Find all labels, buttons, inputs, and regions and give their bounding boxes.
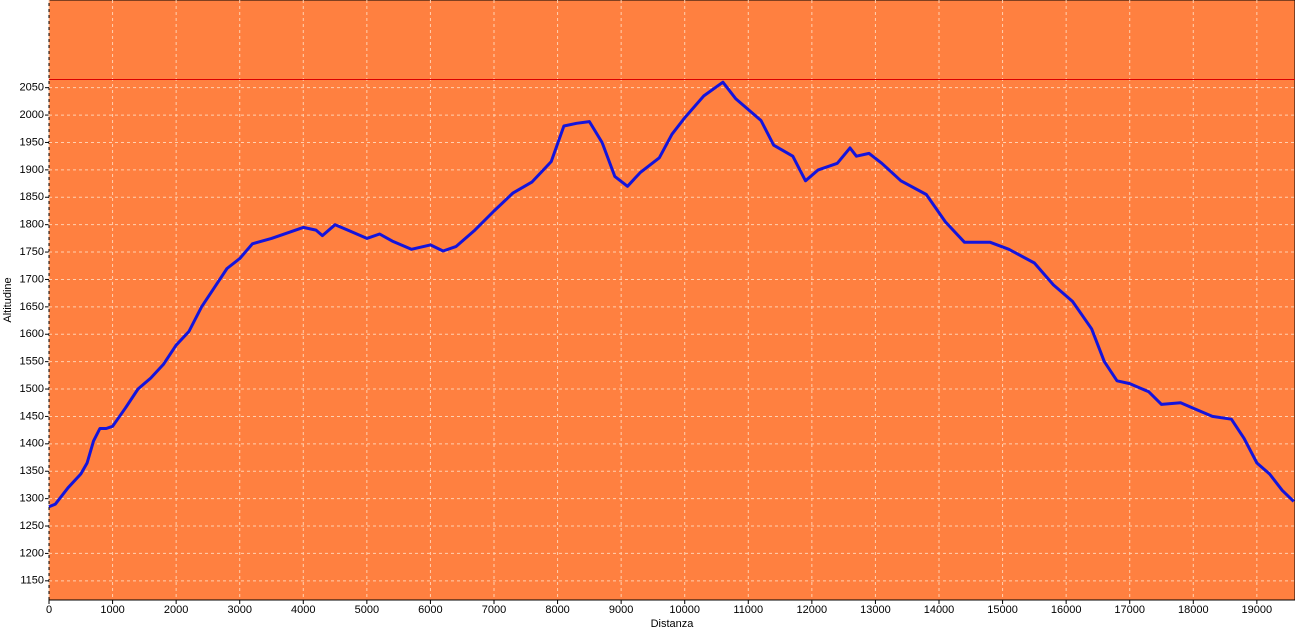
y-tick-label: 2050 bbox=[20, 82, 44, 94]
y-tick-label: 1650 bbox=[20, 301, 44, 313]
x-tick-label: 10000 bbox=[669, 604, 700, 616]
x-tick-label: 7000 bbox=[482, 604, 506, 616]
x-tick-label: 13000 bbox=[860, 604, 891, 616]
y-tick-label: 1750 bbox=[20, 246, 44, 258]
y-tick-label: 1800 bbox=[20, 219, 44, 231]
y-tick-label: 1500 bbox=[20, 383, 44, 395]
x-tick-label: 14000 bbox=[924, 604, 955, 616]
x-tick-label: 6000 bbox=[418, 604, 442, 616]
y-tick-label: 1300 bbox=[20, 493, 44, 505]
y-axis-label: Altitudine bbox=[2, 277, 14, 322]
x-tick-label: 8000 bbox=[545, 604, 569, 616]
y-tick-label: 1600 bbox=[20, 328, 44, 340]
x-tick-label: 18000 bbox=[1178, 604, 1209, 616]
x-tick-label: 2000 bbox=[164, 604, 188, 616]
x-tick-label: 12000 bbox=[797, 604, 828, 616]
y-tick-label: 1550 bbox=[20, 356, 44, 368]
x-tick-label: 15000 bbox=[987, 604, 1018, 616]
y-tick-label: 2000 bbox=[20, 109, 44, 121]
x-tick-label: 11000 bbox=[733, 604, 763, 616]
y-tick-label: 1200 bbox=[20, 547, 44, 559]
plot-area bbox=[48, 0, 1295, 601]
x-tick-label: 9000 bbox=[609, 604, 633, 616]
y-tick-label: 1150 bbox=[20, 575, 44, 587]
y-tick-label: 1450 bbox=[20, 410, 44, 422]
x-tick-label: 4000 bbox=[291, 604, 315, 616]
y-tick-label: 1250 bbox=[20, 520, 44, 532]
y-tick-label: 1400 bbox=[20, 438, 44, 450]
y-tick-label: 1700 bbox=[20, 273, 44, 285]
x-tick-label: 16000 bbox=[1051, 604, 1082, 616]
y-tick-label: 1950 bbox=[20, 136, 44, 148]
line-series bbox=[48, 80, 1295, 509]
y-tick-label: 1850 bbox=[20, 191, 44, 203]
x-tick-label: 17000 bbox=[1114, 604, 1145, 616]
x-tick-label: 0 bbox=[46, 604, 52, 616]
y-tick-label: 1900 bbox=[20, 164, 44, 176]
x-tick-label: 3000 bbox=[227, 604, 251, 616]
x-tick-label: 5000 bbox=[355, 604, 379, 616]
y-tick-label: 1350 bbox=[20, 465, 44, 477]
x-tick-label: 19000 bbox=[1242, 604, 1273, 616]
x-axis-label: Distanza bbox=[651, 618, 695, 630]
x-tick-label: 1000 bbox=[100, 604, 124, 616]
